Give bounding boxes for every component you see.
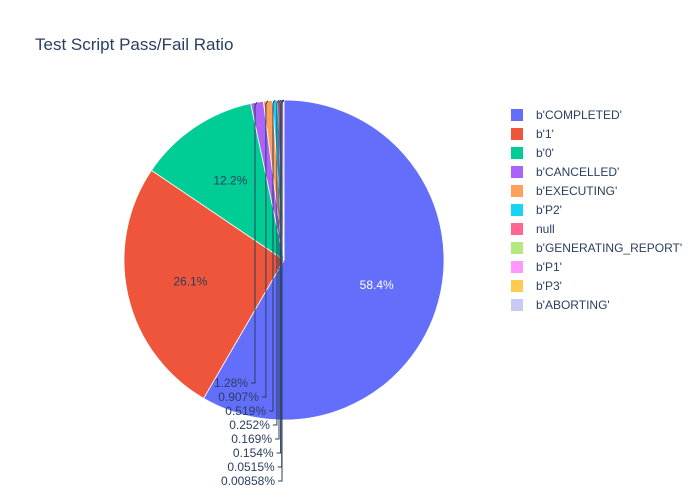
leader-line-aborting [278, 99, 285, 482]
legend-label: b'COMPLETED' [536, 108, 622, 122]
legend-swatch [511, 204, 523, 216]
legend-item-generating-report[interactable]: b'GENERATING_REPORT' [511, 241, 682, 255]
legend-item-p3[interactable]: b'P3' [511, 279, 562, 293]
legend-item-aborting[interactable]: b'ABORTING' [511, 298, 610, 312]
leader-line-cancelled [251, 102, 258, 384]
slice-label-executing: 0.907% [218, 390, 259, 404]
slice-label-null: 0.252% [229, 418, 270, 432]
pie-slice-1[interactable] [123, 169, 285, 399]
leader-line-p2 [269, 100, 276, 412]
legend-swatch [511, 299, 523, 311]
legend-swatch [511, 185, 523, 197]
slice-label-p1: 0.154% [233, 446, 274, 460]
legend-label: b'P2' [536, 203, 562, 217]
legend-item-0[interactable]: b'0' [511, 146, 554, 160]
legend-label: b'P1' [536, 260, 562, 274]
slice-label-aborting: 0.00858% [221, 474, 275, 488]
leader-line-executing [261, 100, 269, 398]
legend-label: b'0' [536, 146, 554, 160]
slice-label-1: 26.1% [173, 274, 207, 288]
legend-swatch [511, 109, 523, 121]
legend-label: null [536, 222, 555, 236]
legend-item-executing[interactable]: b'EXECUTING' [511, 184, 617, 198]
legend-label: b'1' [536, 127, 554, 141]
slice-label-0: 12.2% [213, 173, 247, 187]
legend-swatch [511, 261, 523, 273]
leader-line-p1 [276, 99, 284, 454]
legend-swatch [511, 242, 523, 254]
legend[interactable]: b'COMPLETED' b'1' b'0' b'CANCELLED' b'EXECUT… [511, 108, 682, 312]
legend-label: b'GENERATING_REPORT' [536, 241, 682, 255]
slice-label-generating-report: 0.169% [231, 432, 272, 446]
legend-label: b'CANCELLED' [536, 165, 619, 179]
pie-slices [123, 99, 445, 421]
legend-swatch [511, 280, 523, 292]
legend-swatch [511, 128, 523, 140]
chart-title: Test Script Pass/Fail Ratio [35, 35, 233, 54]
leader-line-null [272, 99, 280, 426]
legend-swatch [511, 166, 523, 178]
legend-item-p1[interactable]: b'P1' [511, 260, 562, 274]
legend-swatch [511, 147, 523, 159]
slice-labels: 58.4%26.1%12.2%1.28%0.907%0.519%0.252%0.… [173, 99, 394, 488]
legend-swatch [511, 223, 523, 235]
legend-item-null[interactable]: null [511, 222, 555, 236]
legend-item-cancelled[interactable]: b'CANCELLED' [511, 165, 619, 179]
slice-label-p2: 0.519% [225, 404, 266, 418]
legend-item-1[interactable]: b'1' [511, 127, 554, 141]
legend-label: b'EXECUTING' [536, 184, 617, 198]
leader-line-generating-report [275, 99, 282, 440]
pie-slice-completed[interactable] [203, 99, 445, 421]
slice-label-p3: 0.0515% [227, 460, 275, 474]
legend-item-p2[interactable]: b'P2' [511, 203, 562, 217]
slice-label-cancelled: 1.28% [214, 376, 248, 390]
legend-label: b'ABORTING' [536, 298, 610, 312]
legend-label: b'P3' [536, 279, 562, 293]
pie-slice-0[interactable] [150, 103, 285, 261]
slice-label-completed: 58.4% [360, 278, 394, 292]
legend-item-completed[interactable]: b'COMPLETED' [511, 108, 622, 122]
